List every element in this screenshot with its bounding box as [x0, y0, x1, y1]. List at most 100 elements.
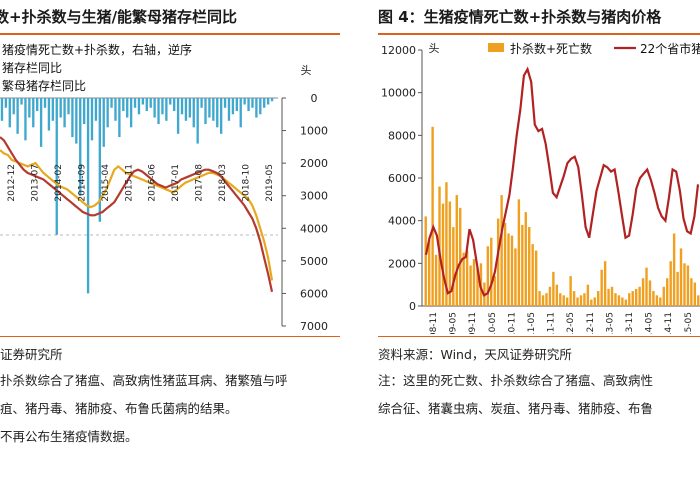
left-bar — [67, 98, 70, 115]
right-bar — [562, 295, 565, 306]
right-bar — [462, 252, 465, 306]
left-x-tick-label: 2014-09 — [77, 164, 87, 202]
left-bar — [39, 98, 43, 147]
left-bar — [231, 98, 235, 115]
right-bar — [431, 126, 434, 306]
left-bar — [259, 98, 262, 115]
right-x-tick-label: 2013-11 — [625, 312, 635, 334]
left-bar — [255, 98, 258, 118]
right-bar — [693, 282, 697, 306]
right-bar — [486, 246, 490, 306]
left-bar — [51, 98, 55, 121]
left-bar — [216, 98, 219, 128]
left-bar — [180, 98, 184, 115]
right-bar — [662, 286, 665, 306]
right-bar — [500, 195, 503, 306]
right-bar — [534, 250, 538, 306]
right-bar — [624, 299, 628, 306]
left-x-tick-label: 2019-05 — [265, 164, 275, 202]
left-bar — [59, 98, 62, 118]
left-right-axis-tick-label: 6000 — [300, 287, 328, 300]
right-bar — [521, 224, 524, 306]
right-bar — [427, 239, 431, 306]
left-chart-svg: 0 1000 2000 3000 4000 5000 6000 7000 头 2012-12 201… — [0, 42, 328, 333]
right-bar — [672, 233, 676, 306]
left-bar — [24, 98, 27, 141]
left-bar — [176, 98, 180, 134]
right-y-axis-unit: 头 — [429, 42, 440, 55]
left-bar — [98, 98, 101, 222]
left-bar — [184, 98, 188, 121]
right-y-axis-tick-label: 12000 — [381, 44, 416, 57]
right-bar — [569, 276, 572, 306]
left-bar — [16, 98, 19, 134]
right-bar — [507, 233, 510, 306]
left-bar — [118, 98, 121, 138]
right-x-tick-label: 2014-05 — [645, 312, 655, 334]
right-bar — [631, 291, 634, 306]
right-y-axis-tick-label: 4000 — [388, 215, 416, 228]
left-series-line-sow-inventory — [0, 136, 274, 293]
left-right-axis-tick-label: 7000 — [300, 320, 328, 333]
left-bar — [208, 98, 211, 118]
right-bar — [517, 199, 521, 306]
left-bar — [28, 98, 31, 118]
left-bar — [169, 98, 172, 105]
left-chart-panel: 数+扑杀数与生猪/能繁母猪存栏同比 0 1000 2000 3000 4000 5000 6… — [0, 0, 340, 500]
left-bar — [75, 98, 78, 144]
right-bar — [524, 212, 527, 306]
left-title-divider — [0, 33, 340, 35]
right-chart-title: 图 4：生猪疫情死亡数+扑杀数与猪肉价格 — [378, 8, 662, 26]
left-bar — [239, 98, 242, 128]
left-legend-item: 猪疫情死亡数+扑杀数，右轴，逆序 — [2, 42, 192, 57]
left-right-axis-unit: 头 — [301, 64, 312, 77]
left-source-note: 证券研究所 — [0, 347, 63, 362]
left-bar — [71, 98, 74, 138]
right-bar — [555, 284, 559, 306]
right-x-tick-label: 2012-11 — [586, 312, 596, 334]
left-right-axis-tick-label: 4000 — [300, 222, 328, 235]
left-bar — [243, 98, 246, 105]
right-x-tick-label: 2011-05 — [527, 312, 537, 334]
left-bar — [8, 98, 11, 128]
right-bar — [510, 235, 514, 306]
left-right-axis-tick-label: 5000 — [300, 255, 328, 268]
right-bar — [455, 195, 458, 306]
right-legend-item: 扑杀数+死亡数 — [510, 41, 592, 56]
right-bottom-divider — [378, 336, 700, 337]
right-bar — [683, 263, 686, 306]
right-x-tick-label: 2015-05 — [684, 312, 694, 334]
right-bar — [531, 244, 534, 306]
left-bottom-divider — [0, 336, 340, 337]
right-y-axis-tick-label: 0 — [409, 300, 416, 313]
left-bar — [227, 98, 231, 121]
right-bar — [603, 261, 607, 306]
right-bar — [652, 291, 655, 306]
right-bar — [617, 295, 621, 306]
right-bar — [621, 297, 624, 306]
left-bar — [200, 98, 203, 108]
left-bar — [133, 98, 137, 108]
right-legend-bar-swatch — [488, 43, 504, 52]
right-title-divider — [378, 33, 700, 35]
left-note-line-3: 不再公布生猪疫情数据。 — [0, 429, 138, 444]
right-bar — [610, 286, 614, 306]
left-bar — [212, 98, 215, 121]
right-bar — [666, 278, 669, 306]
left-x-tick-label: 2017-08 — [195, 164, 205, 202]
left-bar — [32, 98, 35, 128]
right-x-tick-label: 2009-11 — [468, 312, 478, 334]
right-bar — [472, 259, 476, 306]
right-bar — [586, 284, 590, 306]
right-bar — [576, 297, 579, 306]
left-right-axis-tick-label: 1000 — [300, 125, 328, 138]
left-bar — [161, 98, 164, 115]
left-bar — [188, 98, 192, 118]
right-bar — [641, 278, 645, 306]
left-note-line-1: 扑杀数综合了猪瘟、高致病性猪蓝耳病、猪繁殖与呼 — [0, 373, 288, 388]
left-bar — [235, 98, 238, 112]
right-note-line-1: 注：这里的死亡数、扑杀数综合了猪瘟、高致病性 — [378, 373, 654, 388]
left-bar — [263, 98, 266, 108]
left-bar — [43, 98, 47, 108]
left-x-tick-label: 2018-03 — [218, 164, 228, 202]
